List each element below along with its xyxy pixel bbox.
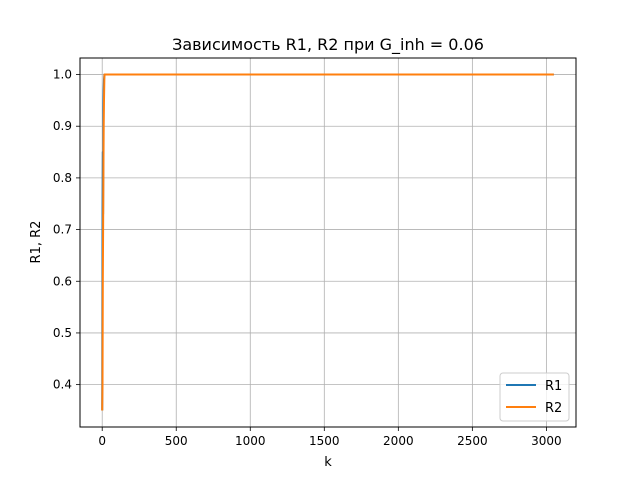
legend-label-r1: R1: [545, 379, 562, 394]
x-tick-label: 500: [165, 434, 188, 448]
x-tick-label: 2000: [383, 434, 414, 448]
y-tick-label: 0.7: [53, 223, 72, 237]
y-tick-label: 0.9: [53, 119, 72, 133]
axis-ticks: 0 500 1000 1500 2000 2500 3000 0.4 0.5 0.6 0.7 0.8 0…: [53, 68, 562, 448]
x-tick-label: 1500: [309, 434, 340, 448]
y-tick-label: 0.4: [53, 378, 72, 392]
y-axis-label: R1, R2: [29, 221, 44, 264]
plot-lines: [101, 73, 554, 411]
y-tick-label: 1.0: [53, 68, 72, 82]
plot-frame: [79, 57, 577, 428]
legend-label-r2: R2: [545, 401, 562, 416]
y-tick-label: 0.5: [53, 326, 72, 340]
x-tick-label: 2500: [457, 434, 488, 448]
series-line-r2: [101, 73, 554, 411]
x-axis-label: k: [324, 455, 332, 470]
y-tick-label: 0.8: [53, 171, 72, 185]
x-tick-label: 3000: [531, 434, 562, 448]
x-tick-label: 0: [98, 434, 106, 448]
x-tick-label: 1000: [235, 434, 266, 448]
chart-title: Зависимость R1, R2 при G_inh = 0.06: [172, 35, 484, 55]
y-tick-label: 0.6: [53, 274, 72, 288]
legend: R1 R2: [499, 372, 570, 422]
